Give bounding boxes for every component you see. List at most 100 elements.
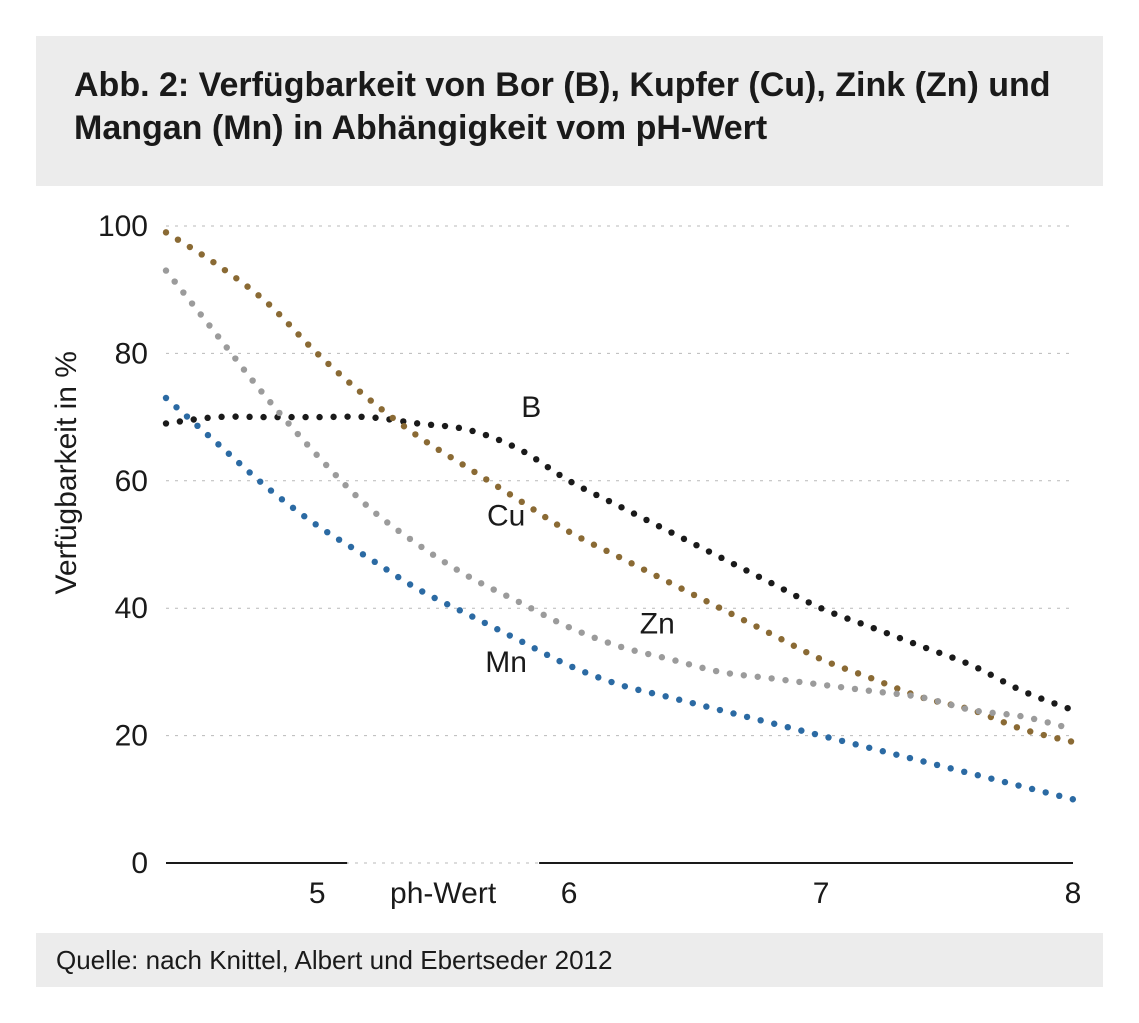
series-dot bbox=[454, 566, 460, 572]
series-dot bbox=[285, 420, 291, 426]
series-dot bbox=[424, 439, 430, 445]
series-dot bbox=[1054, 735, 1060, 741]
series-dot bbox=[503, 592, 509, 598]
series-dot bbox=[428, 422, 434, 428]
series-dot bbox=[1056, 793, 1062, 799]
series-dot bbox=[466, 573, 472, 579]
series-dot bbox=[741, 617, 747, 623]
series-dot bbox=[295, 431, 301, 437]
series-dot bbox=[852, 686, 858, 692]
series-dot bbox=[947, 765, 953, 771]
series-dot bbox=[666, 579, 672, 585]
series-dot bbox=[643, 517, 649, 523]
series-dot bbox=[631, 510, 637, 516]
series-dot bbox=[897, 635, 903, 641]
series-dot bbox=[444, 601, 450, 607]
series-dot bbox=[336, 536, 342, 542]
series-dot bbox=[618, 644, 624, 650]
series-dot bbox=[173, 404, 179, 410]
series-dot bbox=[753, 623, 759, 629]
series-dot bbox=[825, 734, 831, 740]
series-dot bbox=[244, 283, 250, 289]
series-dot bbox=[628, 560, 634, 566]
series-Mn bbox=[163, 395, 1076, 803]
series-dot bbox=[442, 559, 448, 565]
series-dot bbox=[1017, 713, 1023, 719]
series-dot bbox=[566, 624, 572, 630]
series-dot bbox=[782, 677, 788, 683]
series-label-Mn: Mn bbox=[485, 646, 527, 679]
series-dot bbox=[713, 668, 719, 674]
series-dot bbox=[852, 741, 858, 747]
series-dot bbox=[163, 267, 169, 273]
x-tick-label: 6 bbox=[561, 877, 578, 910]
series-dot bbox=[731, 561, 737, 567]
series-dot bbox=[469, 613, 475, 619]
series-dot bbox=[662, 693, 668, 699]
series-dot bbox=[407, 536, 413, 542]
series-dot bbox=[268, 487, 274, 493]
series-dot bbox=[246, 469, 252, 475]
series-dot bbox=[1000, 678, 1006, 684]
series-dot bbox=[507, 491, 513, 497]
series-dot bbox=[177, 418, 183, 424]
series-dot bbox=[187, 244, 193, 250]
series-dot bbox=[803, 649, 809, 655]
series-dot bbox=[533, 456, 539, 462]
series-dot bbox=[372, 415, 378, 421]
series-dot bbox=[545, 464, 551, 470]
series-dot bbox=[344, 413, 350, 419]
series-dot bbox=[693, 542, 699, 548]
series-dot bbox=[530, 506, 536, 512]
series-dot bbox=[641, 566, 647, 572]
series-dot bbox=[582, 669, 588, 675]
series-dot bbox=[910, 640, 916, 646]
series-dot bbox=[496, 437, 502, 443]
series-dot bbox=[766, 630, 772, 636]
series-dot bbox=[591, 542, 597, 548]
series-dot bbox=[718, 555, 724, 561]
figure-container: Abb. 2: Verfügbarkeit von Bor (B), Kupfe… bbox=[0, 0, 1139, 1023]
series-dot bbox=[595, 674, 601, 680]
series-dot bbox=[224, 344, 230, 350]
series-dot bbox=[962, 659, 968, 665]
series-dot bbox=[556, 472, 562, 478]
series-Cu bbox=[163, 229, 1074, 745]
series-dot bbox=[703, 703, 709, 709]
series-dot bbox=[544, 652, 550, 658]
series-dot bbox=[330, 414, 336, 420]
series-dot bbox=[988, 672, 994, 678]
series-dot bbox=[495, 484, 501, 490]
series-dot bbox=[241, 366, 247, 372]
series-dot bbox=[659, 654, 665, 660]
series-dot bbox=[323, 462, 329, 468]
series-dot bbox=[215, 441, 221, 447]
series-dot bbox=[730, 710, 736, 716]
series-dot bbox=[191, 416, 197, 422]
series-dot bbox=[316, 414, 322, 420]
y-tick-label: 80 bbox=[115, 337, 148, 370]
series-dot bbox=[198, 311, 204, 317]
source-band: Quelle: nach Knittel, Albert und Ebertse… bbox=[36, 933, 1103, 987]
series-dot bbox=[568, 479, 574, 485]
series-dot bbox=[315, 351, 321, 357]
series-dot bbox=[593, 492, 599, 498]
series-dot bbox=[171, 278, 177, 284]
series-dot bbox=[1025, 690, 1031, 696]
series-dot bbox=[215, 333, 221, 339]
series-dot bbox=[1031, 716, 1037, 722]
series-dot bbox=[717, 707, 723, 713]
series-dot bbox=[920, 758, 926, 764]
series-dot bbox=[703, 598, 709, 604]
series-dot bbox=[1027, 728, 1033, 734]
series-dot bbox=[175, 236, 181, 242]
series-dot bbox=[756, 574, 762, 580]
series-dot bbox=[276, 311, 282, 317]
series-dot bbox=[1014, 724, 1020, 730]
series-dot bbox=[373, 511, 379, 517]
chart-title: Abb. 2: Verfügbarkeit von Bor (B), Kupfe… bbox=[74, 64, 1065, 149]
plot-area: 020406080100Verfügbarkeit in %5678ph-Wer… bbox=[36, 186, 1103, 933]
series-dot bbox=[312, 521, 318, 527]
series-dot bbox=[430, 552, 436, 558]
series-dot bbox=[205, 432, 211, 438]
